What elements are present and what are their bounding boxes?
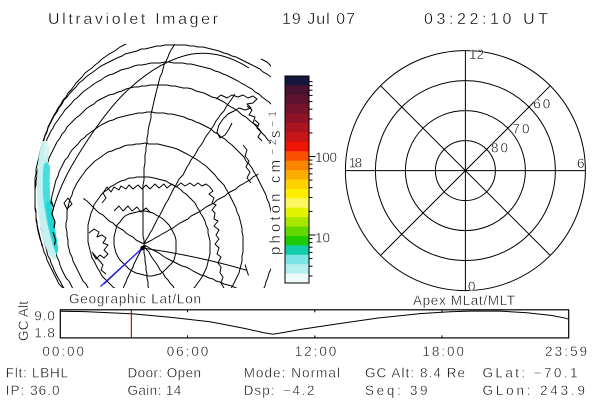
svg-text:10: 10 bbox=[315, 231, 330, 246]
svg-text:60: 60 bbox=[533, 97, 550, 112]
svg-text:−1: −1 bbox=[267, 111, 279, 127]
svg-text:Mode: Normal: Mode: Normal bbox=[244, 366, 340, 381]
svg-text:Dsp:: Dsp: bbox=[244, 383, 275, 398]
svg-text:photon cm: photon cm bbox=[267, 160, 284, 255]
svg-text:06:00: 06:00 bbox=[167, 344, 209, 359]
svg-text:Flt: LBHL: Flt: LBHL bbox=[6, 366, 69, 381]
svg-text:GLon: 243.9: GLon: 243.9 bbox=[483, 383, 586, 398]
svg-text:18:00: 18:00 bbox=[422, 344, 464, 359]
svg-text:70: 70 bbox=[513, 122, 530, 137]
svg-text:−2: −2 bbox=[267, 139, 279, 155]
svg-text:12:00: 12:00 bbox=[295, 344, 337, 359]
svg-text:00:00: 00:00 bbox=[42, 344, 84, 359]
svg-text:12: 12 bbox=[469, 47, 484, 62]
svg-text:Seq: 39: Seq: 39 bbox=[365, 383, 428, 398]
svg-text:Ultraviolet Imager: Ultraviolet Imager bbox=[48, 11, 219, 28]
svg-text:18: 18 bbox=[349, 156, 363, 171]
svg-text:100: 100 bbox=[315, 150, 337, 165]
svg-text:80: 80 bbox=[491, 141, 508, 156]
svg-text:GC Alt: 8.4 Re: GC Alt: 8.4 Re bbox=[365, 366, 465, 381]
svg-text:GLat: −70.1: GLat: −70.1 bbox=[483, 366, 578, 381]
svg-text:Apex MLat/MLT: Apex MLat/MLT bbox=[413, 293, 515, 308]
svg-text:IP: 36.0: IP: 36.0 bbox=[6, 383, 60, 398]
svg-text:−4.2: −4.2 bbox=[283, 383, 314, 398]
svg-text:19 Jul 07: 19 Jul 07 bbox=[282, 11, 355, 28]
svg-text:9.0: 9.0 bbox=[34, 309, 55, 324]
svg-text:03:22:10 UT: 03:22:10 UT bbox=[424, 11, 548, 28]
svg-text:0: 0 bbox=[468, 279, 476, 294]
svg-text:1.8: 1.8 bbox=[34, 326, 55, 341]
svg-text:s: s bbox=[267, 131, 284, 139]
svg-text:6: 6 bbox=[577, 156, 585, 171]
svg-text:Gain: 14: Gain: 14 bbox=[128, 383, 182, 398]
svg-text:Door: Open: Door: Open bbox=[128, 366, 202, 381]
svg-text:Geographic Lat/Lon: Geographic Lat/Lon bbox=[69, 292, 201, 307]
svg-text:23:59: 23:59 bbox=[545, 344, 587, 359]
svg-text:GC Alt: GC Alt bbox=[16, 301, 31, 341]
